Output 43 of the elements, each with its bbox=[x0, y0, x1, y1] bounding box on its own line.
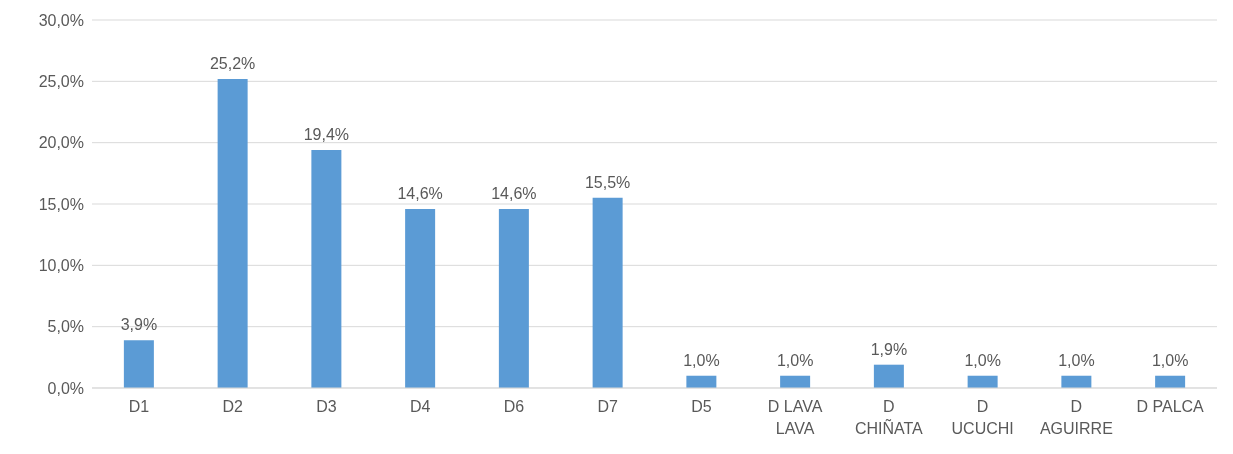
bar bbox=[311, 150, 342, 388]
x-tick-label: D CHIÑATA bbox=[854, 398, 924, 437]
x-tick-label: D UCUCHI bbox=[951, 398, 1014, 437]
x-tick-label: D2 bbox=[222, 398, 243, 415]
data-label: 1,0% bbox=[1058, 351, 1095, 369]
bar bbox=[967, 375, 998, 388]
data-label: 1,0% bbox=[1151, 351, 1189, 369]
y-tick-label: 30,0% bbox=[38, 11, 84, 29]
data-label: 14,6% bbox=[491, 184, 537, 202]
bar bbox=[1061, 375, 1092, 388]
data-label: 15,5% bbox=[584, 173, 631, 191]
x-tick-label: D5 bbox=[691, 398, 712, 415]
x-tick-label: D7 bbox=[597, 398, 618, 415]
x-tick-label: D AGUIRRE bbox=[1039, 398, 1113, 437]
bar bbox=[217, 78, 248, 388]
y-tick-label: 10,0% bbox=[38, 257, 84, 275]
bar bbox=[686, 375, 717, 388]
y-tick-label: 15,0% bbox=[38, 195, 84, 213]
bar bbox=[873, 364, 904, 388]
data-label: 25,2% bbox=[209, 54, 256, 72]
data-label: 14,6% bbox=[397, 184, 443, 202]
x-tick-label: D3 bbox=[316, 398, 337, 415]
data-label: 1,9% bbox=[870, 340, 908, 358]
x-tick-label: D4 bbox=[409, 398, 431, 415]
y-tick-label: 0,0% bbox=[47, 379, 84, 397]
bar bbox=[405, 208, 436, 388]
bar bbox=[123, 340, 154, 388]
x-tick-label: D PALCA bbox=[1136, 398, 1205, 415]
y-tick-label: 25,0% bbox=[38, 73, 84, 91]
y-tick-label: 5,0% bbox=[47, 318, 84, 336]
data-label: 1,0% bbox=[964, 351, 1001, 369]
bar bbox=[780, 375, 811, 388]
bar bbox=[498, 208, 529, 388]
x-tick-label: D1 bbox=[128, 398, 150, 415]
data-label: 1,0% bbox=[683, 351, 720, 369]
data-label: 19,4% bbox=[303, 126, 350, 144]
bar bbox=[1155, 375, 1186, 388]
x-tick-label: D6 bbox=[503, 398, 525, 415]
x-tick-label: D LAVA LAVA bbox=[767, 398, 823, 437]
data-label: 1,0% bbox=[776, 351, 814, 369]
bar bbox=[592, 197, 623, 388]
data-label: 3,9% bbox=[120, 316, 158, 334]
y-tick-label: 20,0% bbox=[38, 134, 84, 152]
